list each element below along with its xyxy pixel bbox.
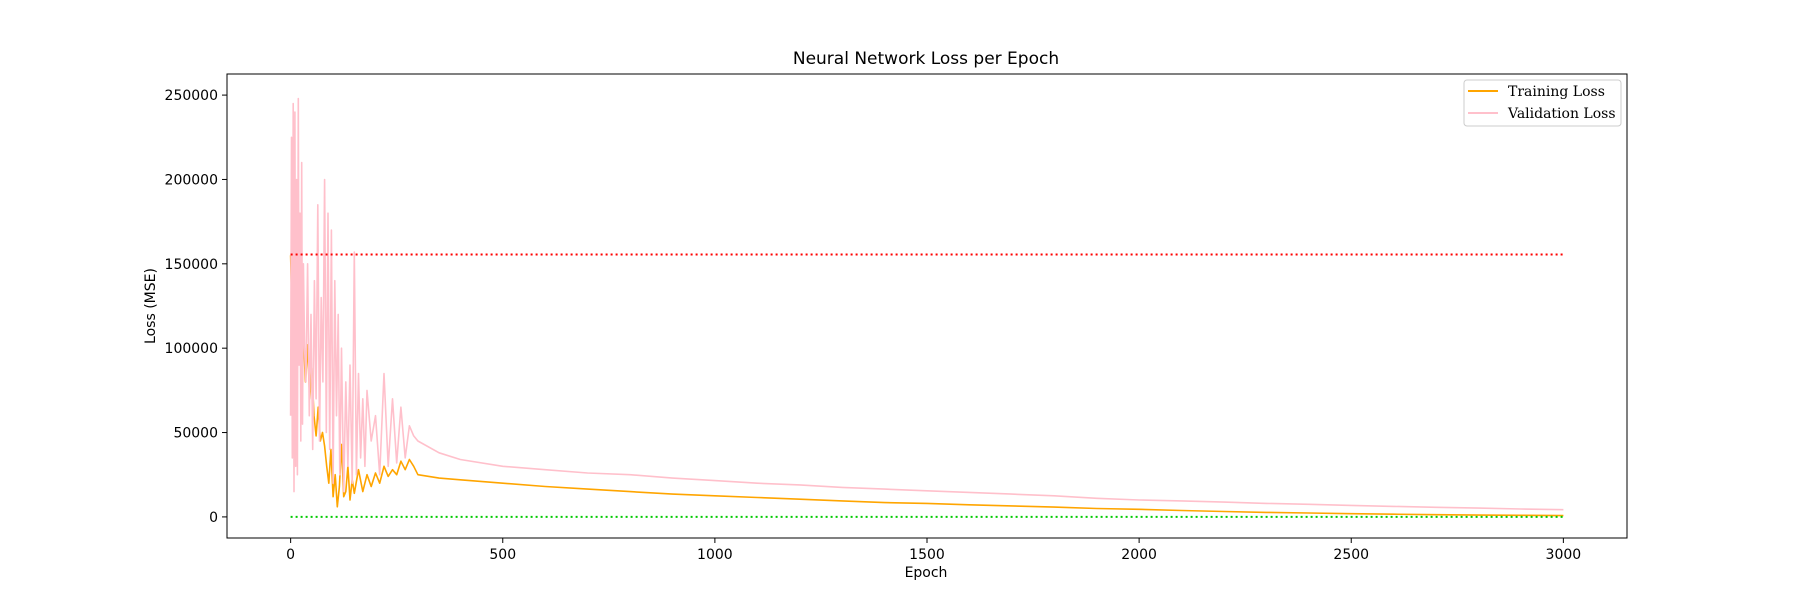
series-validation-loss bbox=[289, 97, 1564, 511]
series-training-loss bbox=[289, 255, 1564, 517]
x-tick-label: 0 bbox=[286, 547, 295, 563]
y-tick-label: 200000 bbox=[165, 172, 218, 188]
y-tick-label: 100000 bbox=[165, 341, 218, 357]
legend-box bbox=[1463, 79, 1622, 127]
chart-title: Neural Network Loss per Epoch bbox=[793, 49, 1059, 69]
legend-label-validation: Validation Loss bbox=[1507, 106, 1616, 122]
x-tick-label: 500 bbox=[489, 547, 516, 563]
series-layer bbox=[289, 97, 1564, 518]
x-axis-label: Epoch bbox=[905, 565, 948, 581]
x-tick-label: 1000 bbox=[697, 547, 733, 563]
y-axis-label: Loss (MSE) bbox=[143, 268, 159, 344]
x-tick-label: 1500 bbox=[909, 547, 945, 563]
y-tick-label: 0 bbox=[209, 510, 218, 526]
legend-label-training: Training Loss bbox=[1508, 84, 1605, 100]
x-tick-label: 3000 bbox=[1546, 547, 1582, 563]
x-axis: 0 500 1000 1500 2000 2500 3000 bbox=[286, 538, 1581, 563]
y-axis: 0 50000 100000 150000 200000 250000 bbox=[165, 88, 227, 526]
y-tick-label: 250000 bbox=[165, 88, 218, 104]
y-tick-label: 50000 bbox=[173, 426, 218, 442]
x-tick-label: 2000 bbox=[1121, 547, 1157, 563]
x-tick-label: 2500 bbox=[1333, 547, 1369, 563]
legend: Training Loss Validation Loss bbox=[1463, 79, 1622, 127]
plot-frame bbox=[226, 73, 1628, 539]
y-tick-label: 150000 bbox=[165, 257, 218, 273]
